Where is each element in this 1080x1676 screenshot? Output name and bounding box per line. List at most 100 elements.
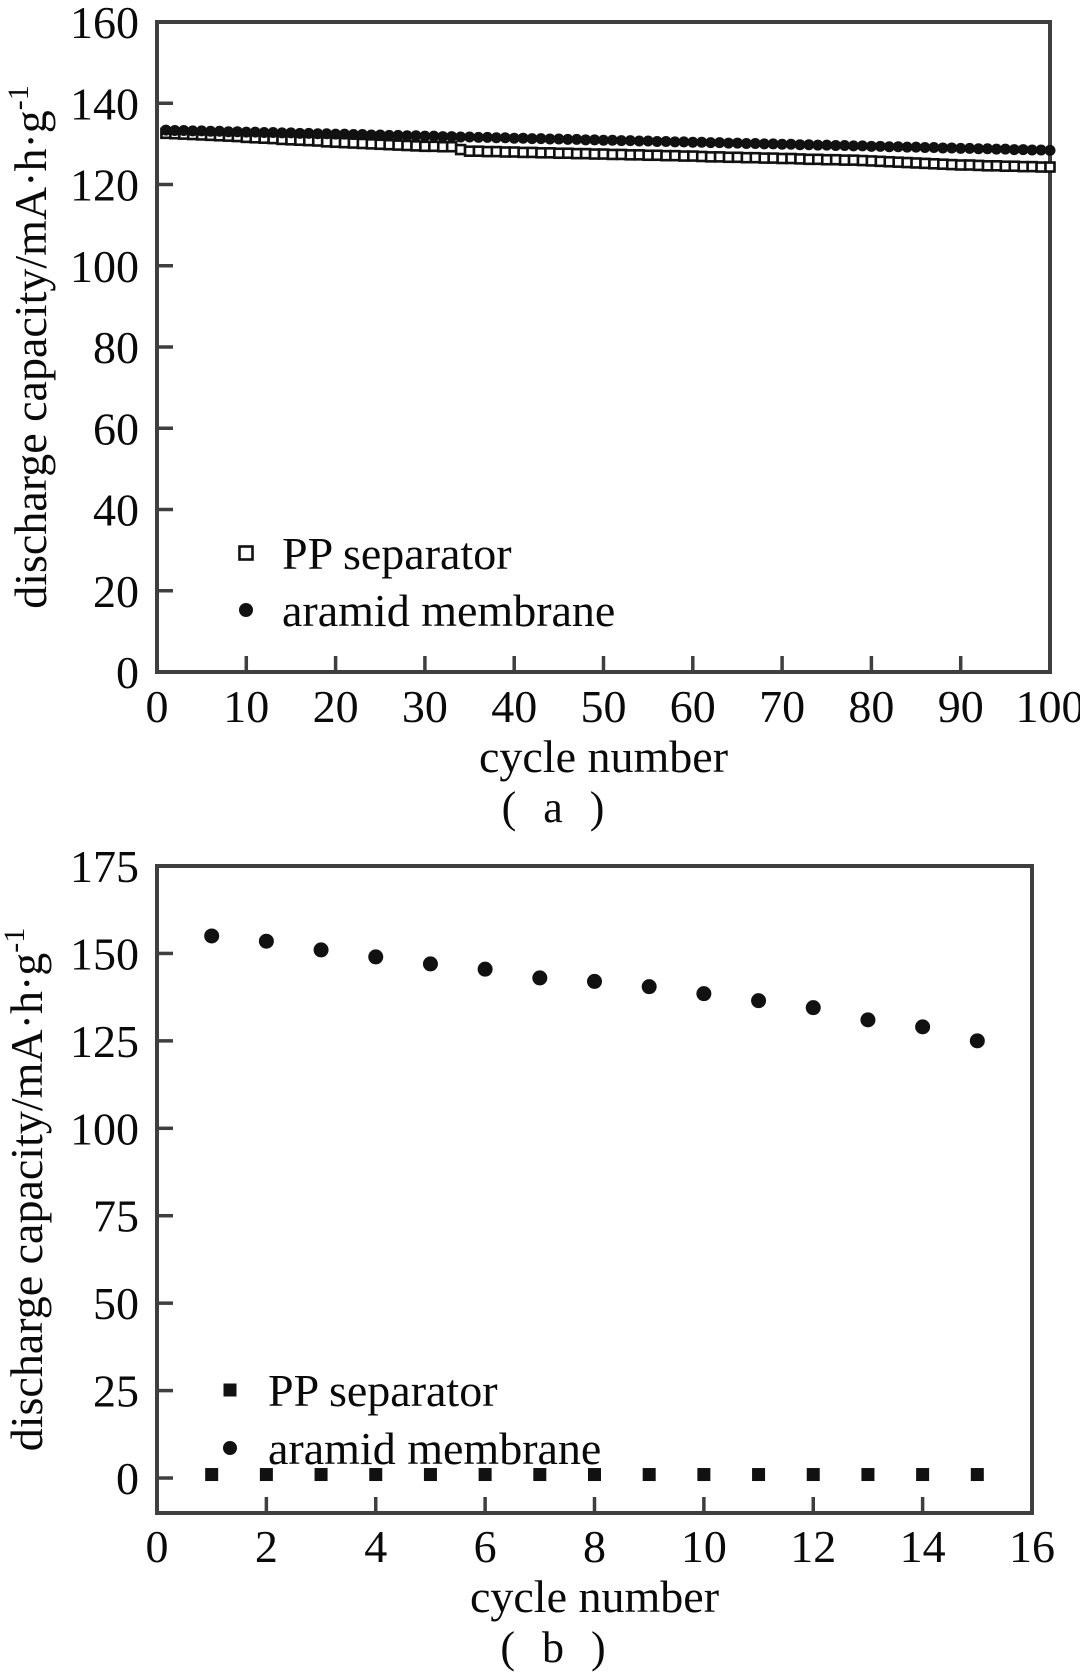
marker-circle <box>955 142 967 154</box>
y-tick-label: 100 <box>70 241 139 292</box>
marker-circle <box>964 142 976 154</box>
marker-circle <box>687 136 699 148</box>
marker-circle <box>178 124 190 136</box>
y-tick-label: 60 <box>93 403 139 454</box>
marker-circle <box>339 128 351 140</box>
x-tick-label: 2 <box>255 1521 278 1572</box>
marker-circle <box>794 139 806 151</box>
marker-circle <box>624 135 636 147</box>
x-tick-label: 0 <box>146 681 169 732</box>
marker-circle <box>615 135 627 147</box>
marker-circle <box>562 133 574 145</box>
marker-circle <box>187 125 199 137</box>
marker-circle <box>865 140 877 152</box>
marker-circle <box>160 124 172 136</box>
marker-circle <box>499 132 511 144</box>
marker-circle <box>535 133 547 145</box>
marker-circle <box>517 132 529 144</box>
marker-circle <box>969 1033 985 1049</box>
marker-circle <box>490 132 502 144</box>
marker-circle <box>937 142 949 154</box>
marker-circle <box>231 126 243 138</box>
y-tick-label: 40 <box>93 485 139 536</box>
legend-label: PP separator <box>268 1365 498 1416</box>
x-tick-label: 6 <box>474 1521 497 1572</box>
legend-entry-aramid-membrane-b: aramid membrane <box>223 1423 601 1474</box>
marker-circle <box>477 961 493 977</box>
marker-circle <box>553 133 565 145</box>
marker-circle <box>758 138 770 150</box>
marker-circle <box>587 973 602 989</box>
x-axis-title-a: cycle number <box>479 731 728 782</box>
x-tick-label: 80 <box>848 681 894 732</box>
marker-circle <box>830 140 842 151</box>
marker-circle <box>1017 144 1029 156</box>
marker-circle <box>481 131 493 143</box>
marker-square <box>697 1468 711 1482</box>
marker-circle <box>696 136 708 148</box>
marker-circle <box>347 129 359 141</box>
marker-circle <box>249 126 261 138</box>
marker-circle <box>267 127 279 138</box>
y-tick-label: 0 <box>116 1453 139 1504</box>
marker-circle <box>651 135 663 147</box>
legend-label: aramid membrane <box>268 1423 601 1474</box>
marker-circle <box>312 128 324 140</box>
marker-circle <box>419 130 431 142</box>
y-tick-label: 175 <box>70 841 139 892</box>
marker-circle <box>303 127 315 139</box>
caption-a: ( a ) <box>501 783 613 832</box>
marker-circle <box>928 142 940 154</box>
marker-circle <box>669 136 681 148</box>
marker-circle <box>731 137 743 149</box>
marker-circle <box>214 125 226 137</box>
marker-circle <box>874 140 886 152</box>
marker-square <box>806 1468 820 1482</box>
marker-circle <box>660 135 672 147</box>
marker-circle <box>464 131 476 143</box>
marker-square <box>752 1468 766 1482</box>
series-aramid-membrane-a <box>160 124 1056 156</box>
marker-circle <box>696 986 712 1002</box>
marker-circle <box>714 137 726 149</box>
series-pp-separator-b <box>205 1468 984 1482</box>
marker-circle <box>589 134 601 146</box>
marker-circle <box>410 130 422 142</box>
marker-circle <box>401 130 413 142</box>
marker-circle <box>946 142 958 154</box>
marker-circle <box>422 956 438 972</box>
marker-circle <box>812 139 824 151</box>
x-tick-label: 4 <box>364 1521 387 1572</box>
marker-circle <box>678 136 690 148</box>
marker-circle <box>321 128 333 140</box>
x-tick-label: 60 <box>670 681 716 732</box>
x-tick-label: 12 <box>790 1521 836 1572</box>
marker-square <box>423 1468 437 1482</box>
marker-circle <box>285 127 297 139</box>
marker-square <box>478 1468 492 1482</box>
y-tick-label: 125 <box>70 1016 139 1067</box>
y-tick-label: 160 <box>70 0 139 48</box>
marker-circle <box>571 133 583 145</box>
marker-square <box>533 1468 547 1482</box>
y-tick-label: 150 <box>70 928 139 979</box>
marker-circle <box>368 949 384 965</box>
marker-circle <box>606 134 618 146</box>
marker-circle <box>532 970 548 986</box>
marker-circle <box>472 131 484 143</box>
legend-entry-aramid-membrane-a: aramid membrane <box>239 585 615 636</box>
marker-circle <box>428 130 440 142</box>
marker-circle <box>915 1019 931 1035</box>
marker-circle <box>973 143 985 155</box>
marker-circle <box>641 979 657 995</box>
legend-label: PP separator <box>282 528 512 579</box>
x-axis-title-b: cycle number <box>470 1571 719 1622</box>
y-axis-title-a: discharge capacity/mA·h·g-1 <box>2 85 56 609</box>
marker-circle <box>1044 144 1056 156</box>
marker-circle <box>276 127 288 139</box>
marker-circle <box>446 131 458 143</box>
x-tick-label: 10 <box>223 681 269 732</box>
marker-circle <box>999 143 1011 155</box>
marker-circle <box>705 137 717 149</box>
